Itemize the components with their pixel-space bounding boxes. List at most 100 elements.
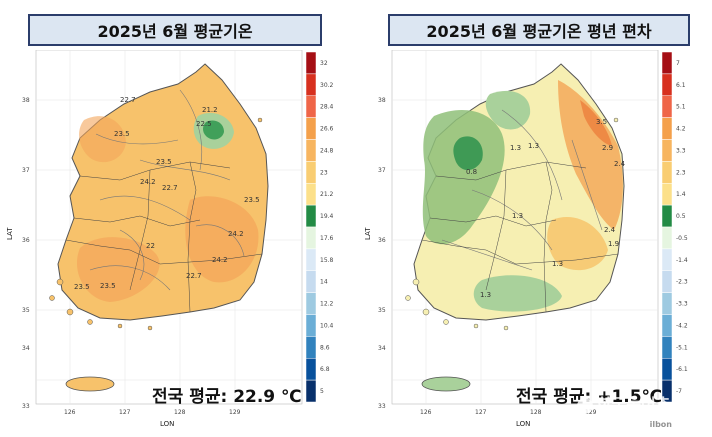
- jeju-island: [421, 376, 471, 392]
- legend-value-label: 19.4: [320, 213, 334, 220]
- legend-swatch: [305, 336, 317, 359]
- jeju-island: [65, 376, 115, 392]
- contour-label: 1.3: [510, 144, 521, 152]
- x-tick-label: 129: [229, 409, 241, 416]
- left-map-panel: 22.7 23.5 21.2 22.5 23.5 24.2 22.7 22 23…: [0, 50, 340, 434]
- left-map-svg: 22.7 23.5 21.2 22.5 23.5 24.2 22.7 22 23…: [6, 50, 334, 428]
- contour-label: 1.3: [480, 291, 491, 299]
- anomaly-zone-west: [422, 110, 505, 245]
- legend-value-label: -2.3: [676, 279, 688, 286]
- legend-swatch: [305, 270, 317, 293]
- legend-swatch: [305, 204, 317, 228]
- contour-label: 22.7: [162, 184, 178, 192]
- contour-label: 24.2: [228, 230, 244, 238]
- contour-label: 23.5: [114, 130, 130, 138]
- legend-swatch: [661, 314, 673, 337]
- legend-unit-label: (℃): [674, 50, 685, 51]
- legend-swatch: [305, 139, 317, 162]
- x-tick-label: 126: [420, 409, 432, 416]
- legend-value-label: 2.3: [676, 169, 686, 176]
- legend-swatch: [661, 183, 673, 206]
- legend-swatch: [305, 292, 317, 315]
- legend-swatch: [305, 314, 317, 337]
- legend-swatch: [661, 358, 673, 381]
- left-district-borders: [65, 161, 263, 313]
- legend-swatch: [661, 292, 673, 315]
- y-tick-label: 36: [378, 237, 386, 244]
- y-tick-label: 34: [22, 345, 30, 352]
- y-tick-label: 33: [22, 403, 30, 410]
- y-tick-label: 38: [378, 97, 386, 104]
- contour-label: 22.5: [196, 120, 212, 128]
- y-axis-label: LAT: [6, 227, 14, 240]
- legend-value-label: -6.1: [676, 366, 688, 373]
- legend-value-label: -0.5: [676, 235, 688, 242]
- legend-value-label: 4.2: [676, 126, 686, 133]
- legend-value-label: -7: [676, 388, 682, 395]
- legend-swatch: [661, 204, 673, 228]
- national-average-anomaly: 전국 평균: +1.5℃: [516, 387, 663, 407]
- right-y-ticks: 38 37 36 35 34 33: [378, 97, 386, 410]
- legend-swatch: [305, 379, 317, 403]
- x-tick-label: 127: [475, 409, 487, 416]
- anomaly-zone-south-coast: [473, 275, 562, 312]
- contour-label: 2.4: [614, 160, 626, 168]
- legend-value-label: 7: [676, 60, 680, 67]
- legend-swatch: [305, 358, 317, 381]
- contour-label: 24.2: [140, 178, 156, 186]
- contour-label: 22.7: [186, 272, 202, 280]
- legend-swatch: [305, 161, 317, 184]
- watermark-text: 한국농어촌신문: [596, 395, 700, 414]
- x-tick-label: 127: [119, 409, 131, 416]
- contour-label: 23.5: [74, 283, 90, 291]
- anomaly-zone-east-coast: [558, 80, 623, 230]
- legend-swatch: [661, 95, 673, 118]
- y-tick-label: 36: [22, 237, 30, 244]
- right-map-panel: 3.5 2.9 1.3 0.8 1.3 2.4 1.3 1.9 2.4 1.3 …: [362, 50, 702, 434]
- watermark-logo-icon: [576, 397, 593, 414]
- anomaly-zone-north: [485, 90, 531, 130]
- newspaper-watermark: 한국농어촌신문: [576, 391, 700, 415]
- legend-swatch: [305, 95, 317, 118]
- left-color-legend: 32 30.2 28.4 26.6 24.8 23 21.2 19.4 17.6 15.8 14 12…: [305, 51, 334, 403]
- contour-label: 1.3: [552, 260, 563, 268]
- legend-value-label: 5.1: [676, 104, 686, 111]
- contour-label: 1.9: [608, 240, 619, 248]
- legend-swatch: [661, 73, 673, 96]
- legend-swatch: [661, 336, 673, 359]
- anomaly-zone-east-peak: [580, 100, 612, 146]
- watermark-subtext: ilbon: [649, 420, 672, 429]
- contour-label: 3.5: [596, 118, 607, 126]
- left-x-ticks: 126 127 128 129: [64, 409, 241, 416]
- contour-label: 1.3: [528, 142, 539, 150]
- legend-value-label: -1.4: [676, 257, 688, 264]
- legend-value-label: 12.2: [320, 301, 334, 308]
- legend-value-label: -3.3: [676, 301, 688, 308]
- right-map-title: 2025년 6월 평균기온 평년 편차: [388, 14, 690, 46]
- y-tick-label: 37: [378, 167, 386, 174]
- legend-value-label: -5.1: [676, 344, 688, 351]
- left-map-title: 2025년 6월 평균기온: [28, 14, 322, 46]
- contour-label: 23.5: [100, 282, 116, 290]
- legend-swatch: [305, 73, 317, 96]
- right-color-legend: 7 6.1 5.1 4.2 3.3 2.3 1.4 0.5 -0.5 -1.4 -2.3 -3.3 -4…: [661, 51, 688, 403]
- legend-value-label: 6.1: [676, 82, 686, 89]
- right-contours: [441, 109, 603, 271]
- warm-zone-seoul: [79, 116, 126, 163]
- contour-label: 21.2: [202, 106, 218, 114]
- legend-value-label: 30.2: [320, 82, 334, 89]
- left-contour-labels: 22.7 23.5 21.2 22.5 23.5 24.2 22.7 22 23…: [74, 96, 260, 291]
- contour-label: 1.3: [512, 212, 523, 220]
- legend-swatch: [661, 270, 673, 293]
- legend-value-label: 1.4: [676, 191, 686, 198]
- legend-value-label: 26.6: [320, 126, 334, 133]
- legend-value-label: 24.8: [320, 147, 334, 154]
- legend-swatch: [305, 248, 317, 271]
- legend-value-label: 6.8: [320, 366, 330, 373]
- legend-value-label: 3.3: [676, 147, 686, 154]
- contour-label: 24.2: [212, 256, 228, 264]
- y-tick-label: 35: [378, 307, 386, 314]
- y-axis-label: LAT: [364, 227, 372, 240]
- right-district-borders: [421, 161, 619, 313]
- legend-value-label: 28.4: [320, 104, 334, 111]
